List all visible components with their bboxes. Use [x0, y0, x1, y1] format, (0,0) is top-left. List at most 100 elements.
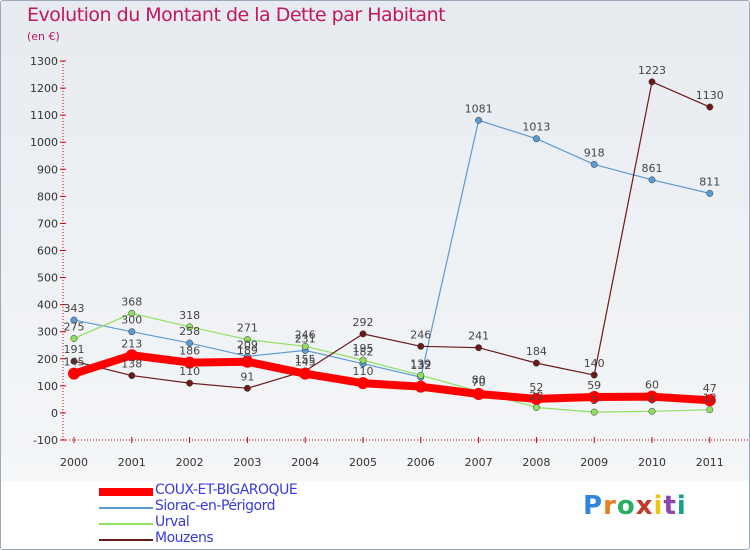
data-label: 47	[703, 382, 717, 395]
data-point	[532, 135, 540, 143]
data-point	[243, 384, 251, 392]
data-label: 1130	[696, 89, 724, 102]
logo-letter: t	[663, 491, 677, 521]
x-tick-label: 2000	[60, 456, 88, 469]
x-tick-label: 2008	[522, 456, 550, 469]
data-label: 59	[587, 379, 601, 392]
x-tick-label: 2007	[465, 456, 493, 469]
y-tick-label: 500	[37, 272, 58, 285]
data-point	[186, 379, 194, 387]
x-tick-label: 2010	[638, 456, 666, 469]
data-label: 231	[295, 332, 316, 345]
x-tick-label: 2003	[233, 456, 261, 469]
data-point	[183, 356, 196, 369]
data-label: 145	[64, 356, 85, 369]
data-point	[359, 356, 367, 364]
data-point	[128, 309, 136, 317]
data-point	[128, 328, 136, 336]
data-point	[70, 335, 78, 342]
data-label: 6	[649, 393, 656, 406]
data-point	[417, 371, 425, 379]
legend-item: Mouzens	[99, 530, 399, 547]
legend-item: Urval	[99, 514, 399, 531]
logo-letter: i	[653, 491, 664, 521]
data-point	[125, 349, 138, 362]
data-point	[70, 316, 78, 324]
data-point	[648, 78, 656, 86]
data-point	[475, 344, 483, 352]
x-tick-label: 2011	[696, 456, 724, 469]
x-tick-label: 2006	[407, 456, 435, 469]
data-label: 140	[584, 357, 605, 370]
data-label: 861	[642, 162, 663, 175]
data-point	[417, 342, 425, 350]
data-label: 132	[410, 359, 431, 372]
legend-swatch	[99, 539, 153, 541]
data-point	[359, 330, 367, 338]
legend-label: Siorac-en-Périgord	[155, 498, 276, 514]
y-tick-label: 200	[37, 353, 58, 366]
data-point	[357, 377, 369, 390]
data-label: 275	[64, 320, 85, 333]
y-tick-label: 1300	[30, 55, 58, 68]
legend-label: Mouzens	[155, 530, 214, 546]
legend-label: COUX-ET-BIGAROQUE	[155, 482, 298, 498]
data-label: 12	[703, 392, 717, 405]
data-label: 343	[64, 302, 85, 315]
y-tick-label: 1000	[30, 136, 58, 149]
data-label: 241	[468, 330, 489, 343]
x-tick-label: 2001	[118, 456, 146, 469]
data-point	[475, 116, 483, 124]
data-label: 3	[591, 394, 598, 407]
data-point	[706, 406, 714, 414]
data-point	[301, 342, 309, 350]
y-tick-label: -100	[33, 434, 58, 447]
logo-letter: o	[616, 491, 636, 521]
data-point	[530, 392, 543, 405]
y-tick-label: 400	[37, 299, 58, 312]
data-label: 60	[645, 379, 659, 392]
data-label: 52	[529, 381, 543, 394]
data-point	[706, 103, 714, 111]
x-tick-label: 2002	[176, 456, 204, 469]
legend-item: COUX-ET-BIGAROQUE	[99, 482, 399, 499]
series-line-2	[73, 312, 711, 413]
data-point	[703, 394, 716, 407]
data-label: 20	[529, 390, 543, 403]
data-point	[241, 355, 254, 368]
data-point	[299, 367, 312, 380]
data-label: 91	[240, 370, 254, 383]
data-label: 184	[526, 345, 547, 358]
data-label: 213	[121, 337, 142, 350]
x-tick-label: 2005	[349, 456, 377, 469]
legend-label: Urval	[155, 514, 190, 530]
data-point	[590, 371, 598, 379]
legend-swatch	[99, 523, 153, 525]
y-tick-label: 100	[37, 380, 58, 393]
line-chart: -100 0 100 200 300 400 500 600 700 800 900 1000 1100…	[30, 55, 749, 469]
chart-background	[1, 1, 749, 481]
data-label: 189	[237, 344, 258, 357]
logo-letter: r	[603, 491, 617, 521]
y-tick-label: 300	[37, 326, 58, 339]
data-label: 145	[295, 356, 316, 369]
chart-unit: (en €)	[27, 30, 60, 43]
data-point	[472, 387, 485, 400]
logo-letter: i	[676, 491, 687, 521]
data-label: 271	[237, 322, 258, 335]
data-point	[532, 359, 540, 367]
data-label: 292	[353, 316, 374, 329]
data-label: 368	[121, 295, 142, 308]
data-label: 191	[64, 343, 85, 356]
data-label: 1081	[465, 102, 493, 115]
data-label: 209	[237, 338, 258, 351]
logo-letter: x	[635, 491, 654, 521]
data-point	[128, 372, 136, 380]
data-label: 70	[472, 376, 486, 389]
data-label: 182	[353, 346, 374, 359]
proxiti-logo: Proxiti	[583, 491, 687, 521]
legend-swatch	[99, 507, 153, 509]
data-label: 138	[121, 358, 142, 371]
data-point	[243, 336, 251, 344]
